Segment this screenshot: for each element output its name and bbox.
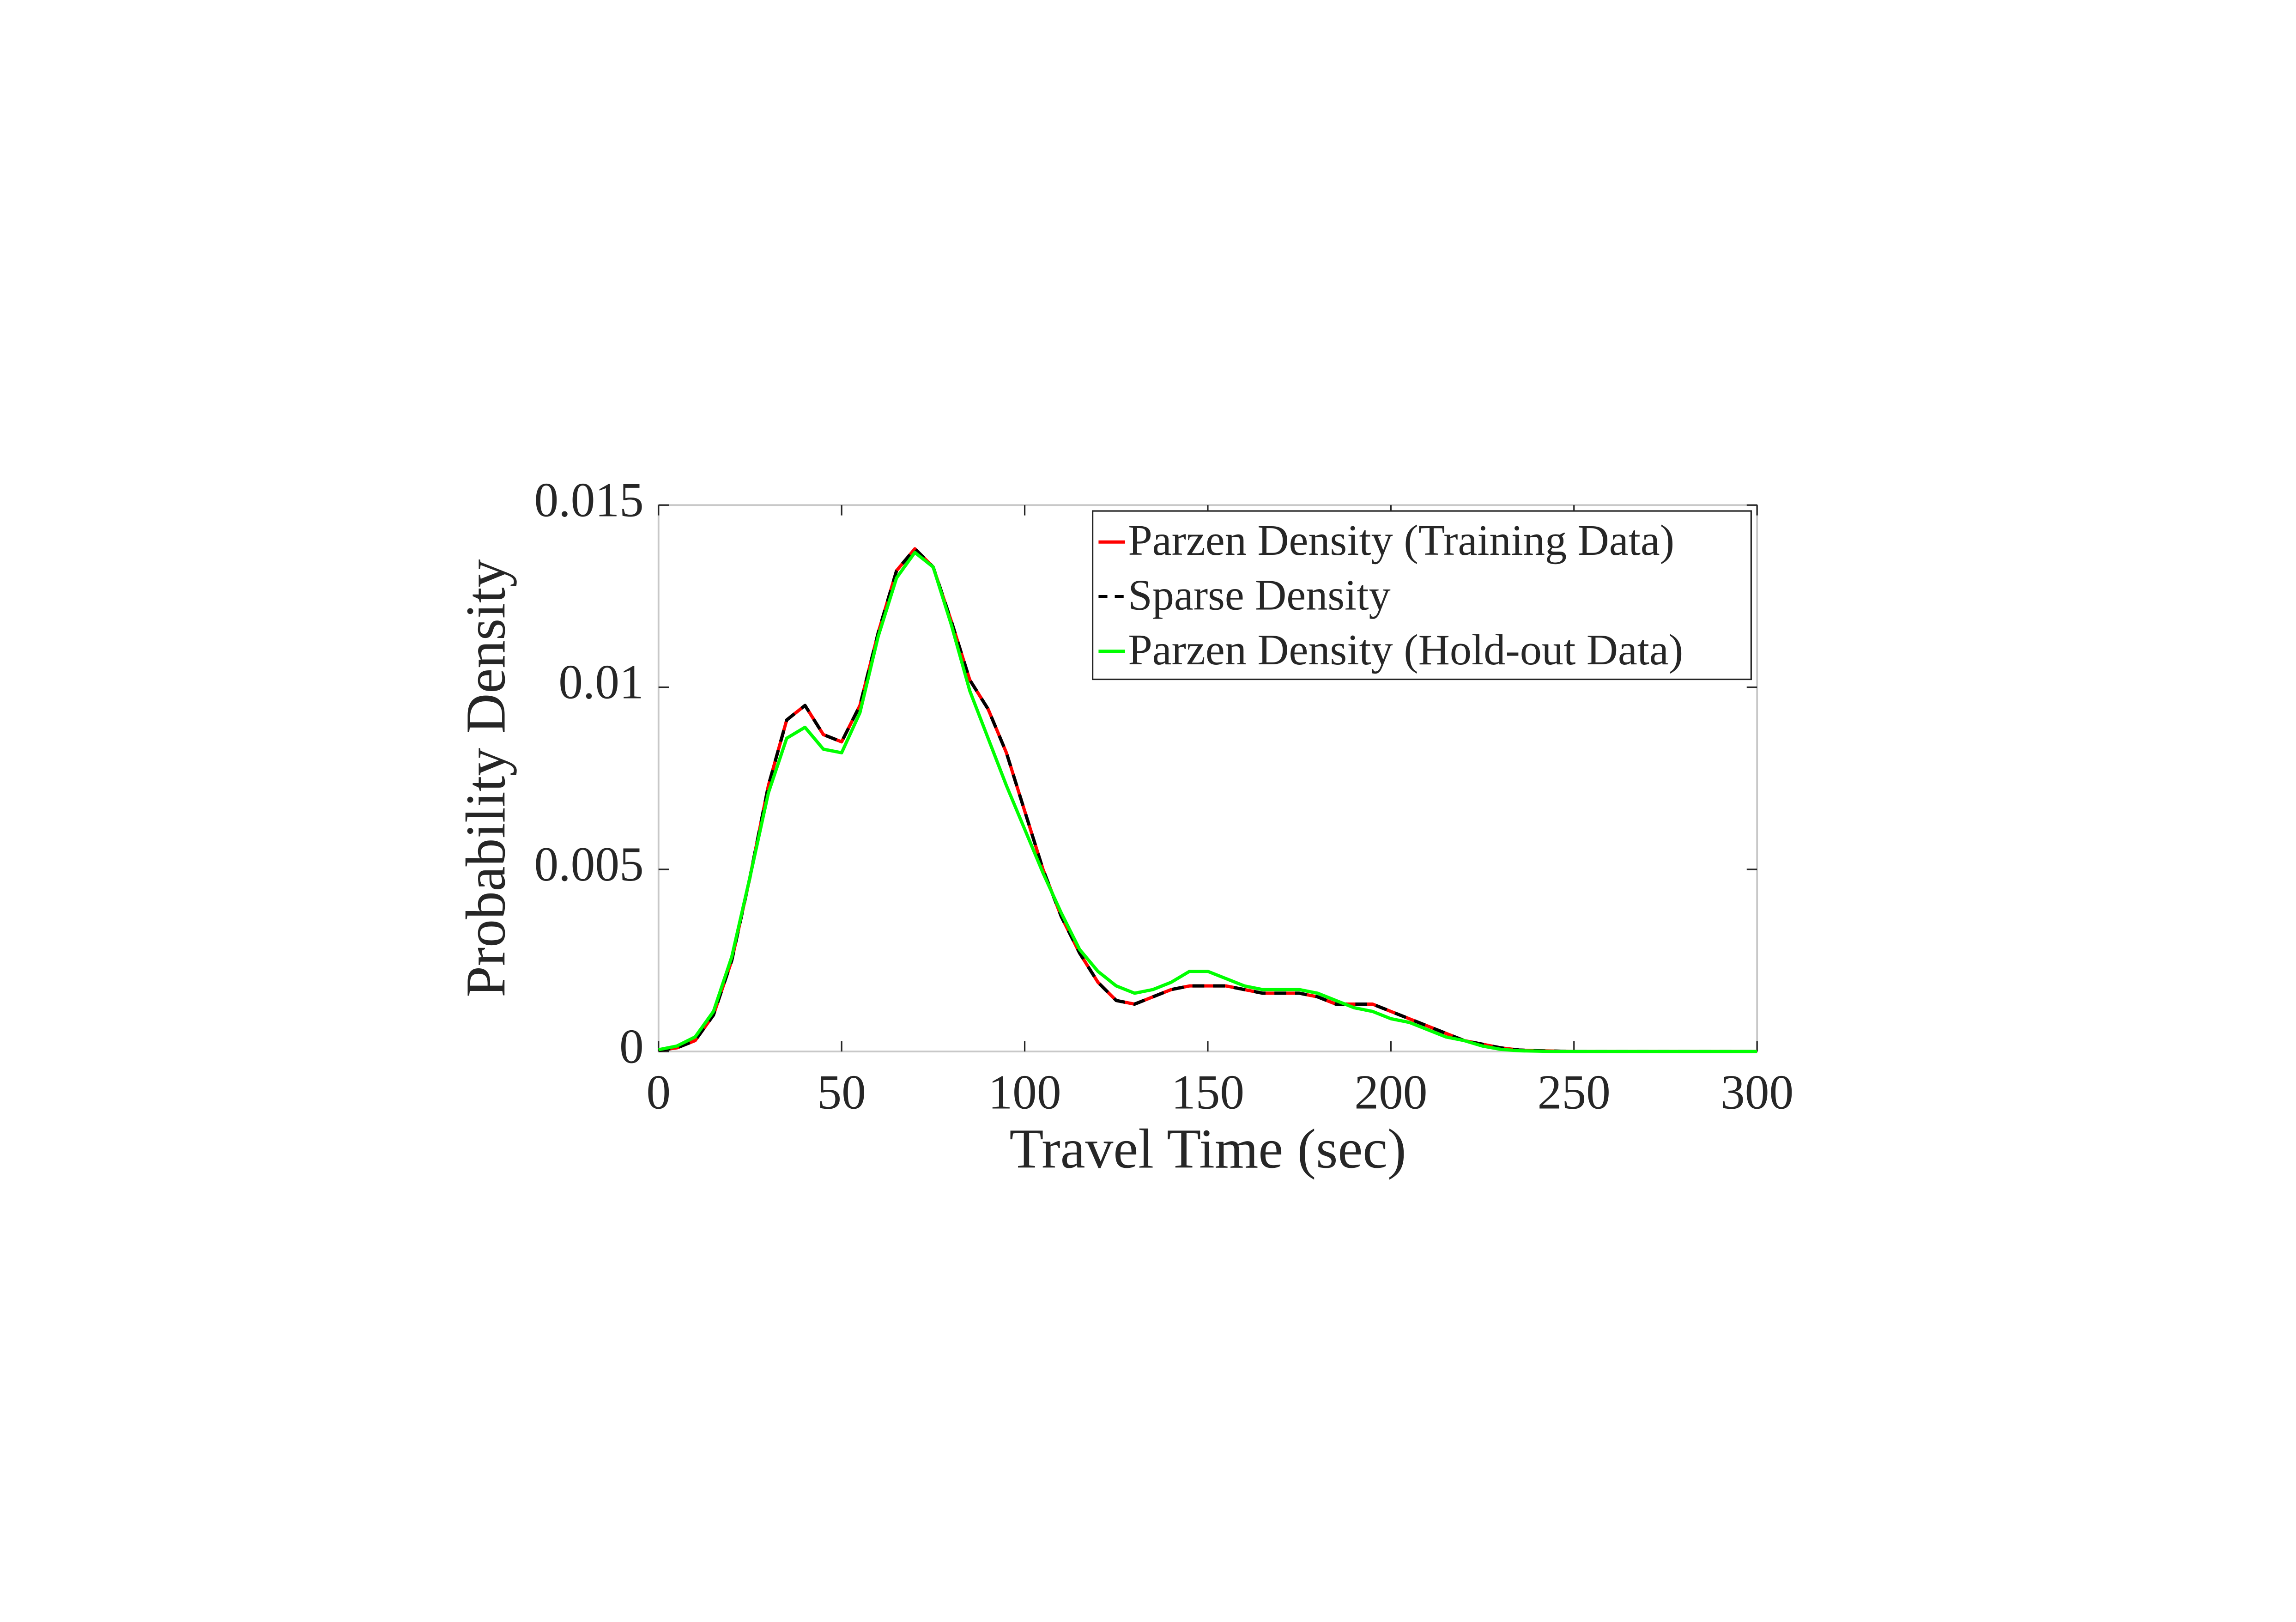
x-tick-label: 250 <box>1538 1065 1611 1119</box>
x-axis-label: Travel Time (sec) <box>1009 1118 1406 1180</box>
x-tick-label: 50 <box>817 1065 866 1119</box>
y-tick-label: 0.01 <box>558 655 644 709</box>
x-tick-label: 300 <box>1720 1065 1793 1119</box>
y-tick-label: 0 <box>619 1019 644 1073</box>
legend-label: Sparse Density <box>1128 571 1390 620</box>
legend-label: Parzen Density (Training Data) <box>1128 516 1674 565</box>
y-tick-label: 0.005 <box>534 837 643 891</box>
legend-box <box>1092 510 1752 680</box>
x-tick-label: 200 <box>1354 1065 1427 1119</box>
y-axis-label: Probability Density <box>455 559 517 997</box>
series-line <box>658 551 1757 1053</box>
x-tick-label: 150 <box>1171 1065 1244 1119</box>
x-tick-label: 0 <box>646 1065 671 1119</box>
legend-label: Parzen Density (Hold-out Data) <box>1128 626 1683 674</box>
x-tick-label: 100 <box>988 1065 1061 1119</box>
y-tick-label: 0.015 <box>534 473 643 527</box>
